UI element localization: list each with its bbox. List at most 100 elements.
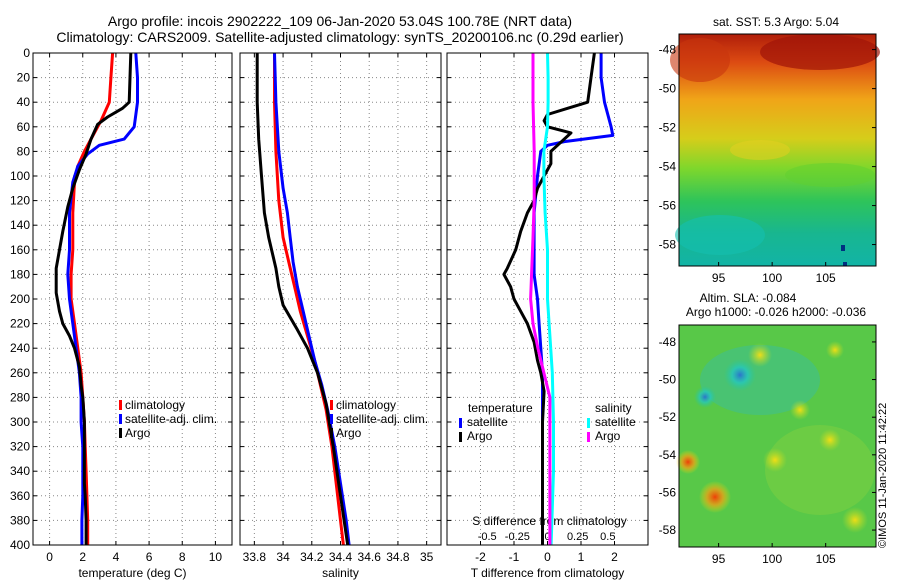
x-axis-label: T difference from climatology xyxy=(471,566,625,580)
depth-tick-label: 120 xyxy=(10,194,30,208)
x-tick-label: 2 xyxy=(611,550,618,564)
map-x-tick-label: 95 xyxy=(712,271,726,285)
map-x-tick-label: 100 xyxy=(762,552,782,566)
series-line-salinity-satellite xyxy=(542,52,555,546)
x-tick-label: 6 xyxy=(146,550,153,564)
x-tick-label: 34.8 xyxy=(386,550,410,564)
map-x-tick-label: 105 xyxy=(816,552,836,566)
map-y-tick-label: -58 xyxy=(659,238,677,252)
sst-map-y-ticks: -48 -50 -52 -54 -56 -58 xyxy=(659,43,876,252)
series-line-argo xyxy=(255,53,350,546)
map-x-tick-label: 100 xyxy=(762,271,782,285)
series-line-satellite-adj-clim- xyxy=(66,52,139,545)
x2-tick-label: -0.5 xyxy=(478,531,497,543)
legend-swatch xyxy=(459,418,462,428)
panel-3: -2 -1 0 1 2-0.5 -0.25 0 0.25 0.5S difference fro… xyxy=(446,52,649,580)
legend-label: climatology xyxy=(125,398,185,412)
plot-frame xyxy=(32,52,233,546)
depth-tick-label: 160 xyxy=(10,243,30,257)
depth-tick-label: 340 xyxy=(10,464,30,478)
depth-tick-label: 180 xyxy=(10,267,30,281)
x-tick-label: 10 xyxy=(209,550,223,564)
x-tick-label: 34.2 xyxy=(300,550,324,564)
title-line-2: Climatology: CARS2009. Satellite-adjuste… xyxy=(56,29,624,45)
x-tick-label: 4 xyxy=(113,550,120,564)
legend-swatch xyxy=(119,400,122,410)
plot-frame xyxy=(446,52,649,546)
map-y-tick-label: -56 xyxy=(659,485,677,499)
x-axis-label: salinity xyxy=(322,566,359,580)
series-line-argo xyxy=(54,52,133,545)
x2-tick-label: 0.25 xyxy=(567,531,588,543)
legend-swatch xyxy=(330,400,333,410)
sla-map-y-ticks: -48 -50 -52 -54 -56 -58 xyxy=(659,335,876,537)
depth-tick-label: 280 xyxy=(10,390,30,404)
series-line-salinity-argo xyxy=(529,53,552,545)
sla-map-title-2: Argo h1000: -0.026 h2000: -0.036 xyxy=(686,305,866,319)
legend-swatch xyxy=(119,414,122,424)
x-tick-label: 2 xyxy=(79,550,86,564)
map-y-tick-label: -50 xyxy=(659,82,677,96)
depth-tick-label: 400 xyxy=(10,538,30,552)
map-y-tick-label: -50 xyxy=(659,373,677,387)
legend-heading: temperature xyxy=(468,401,533,415)
map-y-tick-label: -48 xyxy=(659,43,677,57)
depth-tick-label: 60 xyxy=(17,120,31,134)
depth-tick-label: 320 xyxy=(10,440,30,454)
legend-swatch xyxy=(587,432,590,442)
map-y-tick-label: -54 xyxy=(659,160,677,174)
panel-2: 33.8 34 34.2 34.4 34.6 34.8 35 salinity climatol… xyxy=(239,52,442,580)
title-line-1: Argo profile: incois 2902222_109 06-Jan-… xyxy=(107,13,573,29)
x-tick-label: 34.6 xyxy=(358,550,382,564)
depth-tick-label: 20 xyxy=(17,71,31,85)
sla-map-x-ticks: 95 100 105 xyxy=(712,543,836,566)
x-tick-label: -2 xyxy=(475,550,486,564)
depth-tick-label: 240 xyxy=(10,341,30,355)
legend-label: satellite xyxy=(595,415,636,429)
x-tick-label: 8 xyxy=(179,550,186,564)
depth-tick-label: 300 xyxy=(10,415,30,429)
depth-tick-label: 260 xyxy=(10,366,30,380)
depth-tick-label: 0 xyxy=(23,46,30,60)
legend-label: satellite xyxy=(467,415,508,429)
legend-swatch xyxy=(459,432,462,442)
sst-map-x-ticks: 95 100 105 xyxy=(712,262,836,285)
depth-tick-label: 220 xyxy=(10,317,30,331)
series-line-temperature-argo xyxy=(502,52,596,545)
copyright-label: ©IMOS 11-Jan-2020 11:42:22 xyxy=(877,402,889,548)
x-tick-label: 1 xyxy=(578,550,585,564)
legend-swatch xyxy=(330,428,333,438)
sst-map-title: sat. SST: 5.3 Argo: 5.04 xyxy=(713,15,839,29)
map-y-tick-label: -48 xyxy=(659,335,677,349)
depth-tick-label: 40 xyxy=(17,95,31,109)
x-axis-label: temperature (deg C) xyxy=(78,566,186,580)
depth-tick-label: 200 xyxy=(10,292,30,306)
legend-label: Argo xyxy=(467,429,493,443)
legend: temperaturesatelliteArgosalinitysatellit… xyxy=(459,401,636,443)
legend-label: climatology xyxy=(336,398,396,412)
map-x-tick-label: 95 xyxy=(712,552,726,566)
legend-label: Argo xyxy=(125,426,151,440)
x-tick-label: 34.4 xyxy=(329,550,353,564)
map-y-tick-label: -54 xyxy=(659,448,677,462)
map-y-tick-label: -52 xyxy=(659,410,677,424)
legend-label: satellite-adj. clim. xyxy=(125,412,217,426)
x2-tick-label: 0 xyxy=(544,531,550,543)
x-tick-label: 34 xyxy=(276,550,290,564)
legend-label: Argo xyxy=(336,426,362,440)
sst-map xyxy=(670,33,880,267)
panel-1: 0204060801001201401601802002202402602803… xyxy=(10,46,233,580)
legend-swatch xyxy=(330,414,333,424)
depth-tick-label: 380 xyxy=(10,513,30,527)
x2-tick-label: -0.25 xyxy=(505,531,530,543)
legend-label: Argo xyxy=(595,429,621,443)
legend-swatch xyxy=(587,418,590,428)
series-line-climatology xyxy=(273,53,345,546)
map-y-tick-label: -58 xyxy=(659,523,677,537)
depth-tick-label: 80 xyxy=(17,144,31,158)
legend-label: satellite-adj. clim. xyxy=(336,412,428,426)
x-tick-label: 0 xyxy=(544,550,551,564)
x-tick-label: 0 xyxy=(46,550,53,564)
